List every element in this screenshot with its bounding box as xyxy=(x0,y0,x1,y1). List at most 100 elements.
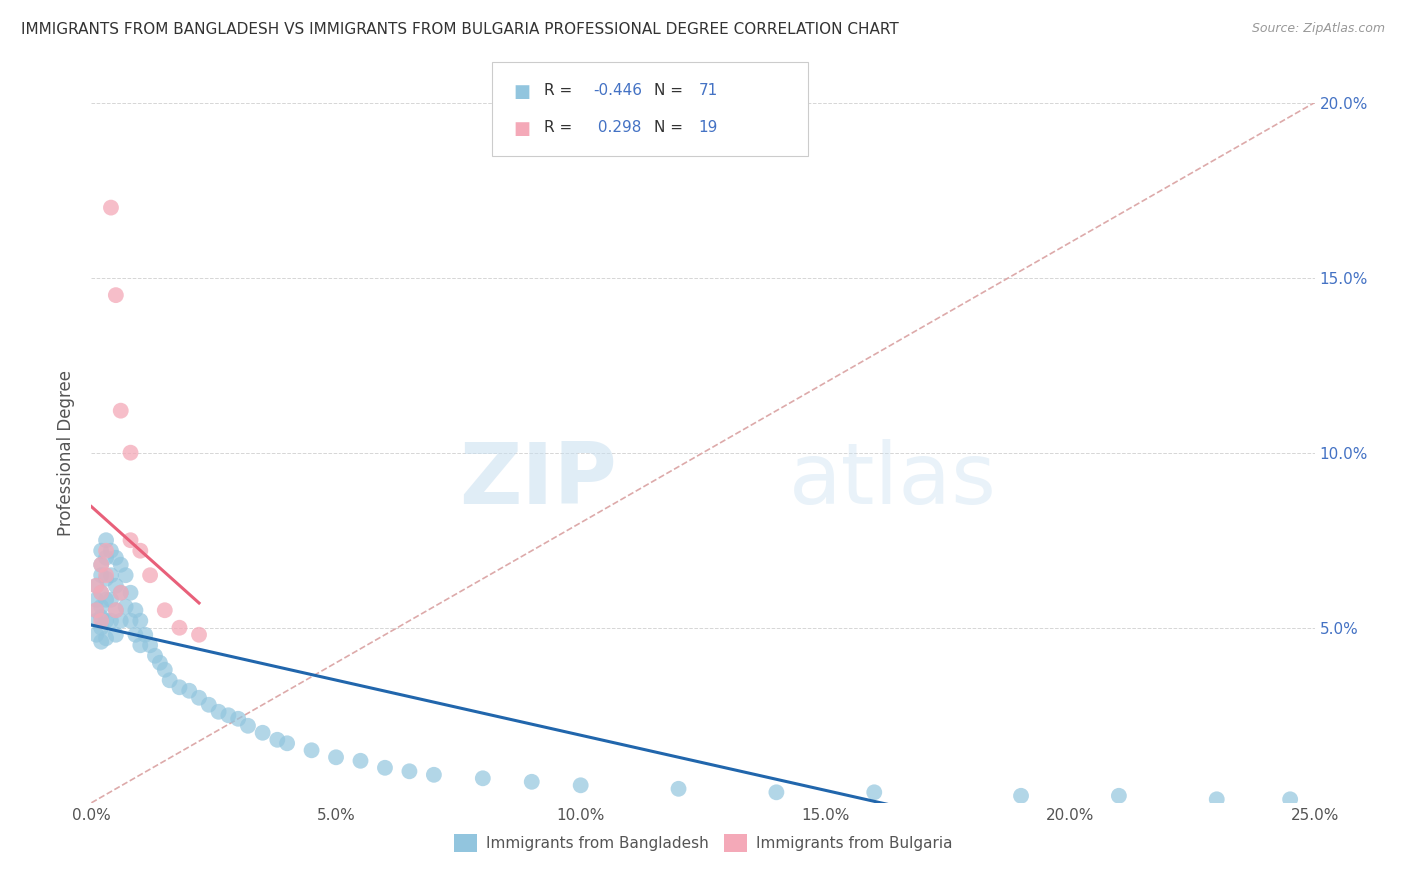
Point xyxy=(129,614,152,628)
Point xyxy=(110,558,132,572)
Text: -0.446: -0.446 xyxy=(593,83,643,98)
Point xyxy=(84,579,107,593)
Point xyxy=(134,628,156,642)
Point xyxy=(129,543,152,558)
Point xyxy=(120,614,142,628)
Point xyxy=(90,586,112,600)
Point xyxy=(90,634,112,648)
Point xyxy=(252,726,274,740)
Point xyxy=(668,781,690,796)
Point xyxy=(100,543,122,558)
Point xyxy=(90,599,112,614)
Y-axis label: Professional Degree: Professional Degree xyxy=(58,369,76,536)
Text: Source: ZipAtlas.com: Source: ZipAtlas.com xyxy=(1251,22,1385,36)
Point xyxy=(398,764,420,779)
Point xyxy=(110,403,132,417)
Text: 19: 19 xyxy=(699,120,718,136)
Point xyxy=(423,768,446,782)
Point xyxy=(139,638,162,652)
Point xyxy=(1279,792,1302,806)
Point xyxy=(129,638,152,652)
Point xyxy=(569,778,592,792)
Point xyxy=(104,628,127,642)
Point xyxy=(169,621,191,635)
Point xyxy=(143,648,166,663)
Point xyxy=(226,712,249,726)
Point xyxy=(520,774,543,789)
Point xyxy=(84,579,107,593)
Point xyxy=(1108,789,1130,803)
Point xyxy=(84,628,107,642)
Point xyxy=(100,201,122,215)
Point xyxy=(236,719,259,733)
Point xyxy=(198,698,221,712)
Point xyxy=(149,656,172,670)
Text: N =: N = xyxy=(654,83,688,98)
Point xyxy=(139,568,162,582)
Point xyxy=(94,533,117,548)
Text: R =: R = xyxy=(544,83,578,98)
Point xyxy=(90,610,112,624)
Point xyxy=(84,603,107,617)
Text: R =: R = xyxy=(544,120,578,136)
Point xyxy=(110,586,132,600)
Point xyxy=(100,568,122,582)
Point xyxy=(863,785,886,799)
Point xyxy=(110,586,132,600)
Text: 0.298: 0.298 xyxy=(593,120,641,136)
Legend: Immigrants from Bangladesh, Immigrants from Bulgaria: Immigrants from Bangladesh, Immigrants f… xyxy=(447,829,959,858)
Point xyxy=(90,558,112,572)
Point xyxy=(266,732,288,747)
Point xyxy=(159,673,181,688)
Point xyxy=(188,628,211,642)
Point xyxy=(120,533,142,548)
Point xyxy=(100,614,122,628)
Point xyxy=(349,754,371,768)
Point xyxy=(179,683,201,698)
Point xyxy=(124,628,146,642)
Point xyxy=(104,550,127,565)
Point xyxy=(114,568,136,582)
Point xyxy=(374,761,396,775)
Point xyxy=(90,614,112,628)
Point xyxy=(124,603,146,617)
Point xyxy=(276,736,298,750)
Point xyxy=(84,592,107,607)
Point xyxy=(90,586,112,600)
Point xyxy=(1205,792,1227,806)
Point xyxy=(90,621,112,635)
Point xyxy=(153,663,176,677)
Point xyxy=(207,705,229,719)
Point xyxy=(94,632,117,646)
Text: ZIP: ZIP xyxy=(460,439,617,522)
Point xyxy=(217,708,239,723)
Point xyxy=(104,579,127,593)
Point xyxy=(94,550,117,565)
Point xyxy=(188,690,211,705)
Point xyxy=(100,592,122,607)
Point xyxy=(94,592,117,607)
Text: N =: N = xyxy=(654,120,688,136)
Point xyxy=(471,772,494,786)
Point xyxy=(765,785,787,799)
Point xyxy=(94,614,117,628)
Point xyxy=(301,743,323,757)
Point xyxy=(94,568,117,582)
Point xyxy=(153,603,176,617)
Point xyxy=(1010,789,1032,803)
Text: ■: ■ xyxy=(513,83,530,101)
Point xyxy=(120,445,142,460)
Point xyxy=(169,680,191,694)
Point xyxy=(84,603,107,617)
Point xyxy=(114,599,136,614)
Point xyxy=(325,750,347,764)
Point xyxy=(104,603,127,617)
Text: IMMIGRANTS FROM BANGLADESH VS IMMIGRANTS FROM BULGARIA PROFESSIONAL DEGREE CORRE: IMMIGRANTS FROM BANGLADESH VS IMMIGRANTS… xyxy=(21,22,898,37)
Text: 71: 71 xyxy=(699,83,718,98)
Point xyxy=(94,572,117,586)
Point xyxy=(110,614,132,628)
Text: atlas: atlas xyxy=(789,439,997,522)
Point xyxy=(90,558,112,572)
Point xyxy=(94,543,117,558)
Point xyxy=(90,543,112,558)
